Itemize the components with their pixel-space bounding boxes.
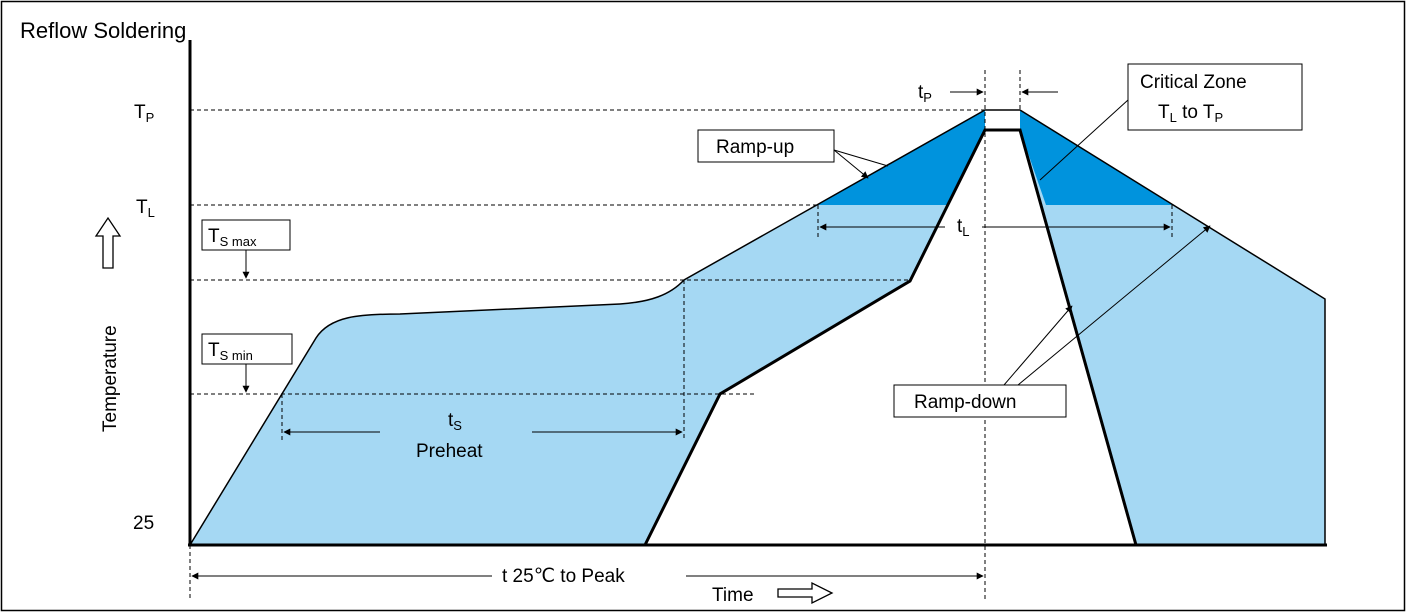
x-axis-label: Time: [712, 585, 754, 606]
ramp-down-pointer-2: [1017, 225, 1211, 386]
ramp-up-label: Ramp-up: [716, 137, 794, 158]
preheat-label: Preheat: [416, 441, 483, 462]
y-axis-label: Temperature: [100, 325, 121, 432]
critical-zone-line2: TL to TP: [1158, 102, 1223, 125]
critical-zone-line1: Critical Zone: [1140, 72, 1247, 93]
ts-min-box: [201, 333, 293, 365]
tick-label-tp: TP: [134, 102, 154, 125]
tl-duration-label: tL: [957, 216, 970, 239]
t25-to-peak-label: t 25℃ to Peak: [502, 566, 625, 587]
tick-label-tl: TL: [136, 197, 155, 220]
ramp-up-pointer-1: [833, 149, 869, 179]
profile-fill-left: [190, 110, 985, 545]
ts-max-label: TS max: [208, 226, 257, 249]
ts-label: tS: [448, 410, 462, 433]
tp-duration-label: tP: [918, 82, 932, 105]
y-axis-arrow: [94, 216, 122, 269]
ramp-up-box: [697, 129, 835, 163]
profile-inner-outline: [643, 128, 1138, 546]
x-axis-arrow: [777, 581, 834, 605]
ramp-down-label: Ramp-down: [914, 392, 1016, 413]
tick-label-25: 25: [133, 513, 154, 534]
ts-max-box: [201, 219, 291, 251]
ramp-down-box: [893, 384, 1067, 418]
ramp-down-pointer-1: [1003, 305, 1073, 386]
diagram-title: Reflow Soldering: [20, 18, 186, 43]
critical-zone-box: [1127, 63, 1303, 131]
ts-min-label: TS min: [208, 340, 253, 363]
ramp-up-pointer-2: [833, 149, 889, 167]
critical-zone-pointer: [1039, 99, 1129, 181]
profile-fill-right: [1020, 110, 1325, 545]
